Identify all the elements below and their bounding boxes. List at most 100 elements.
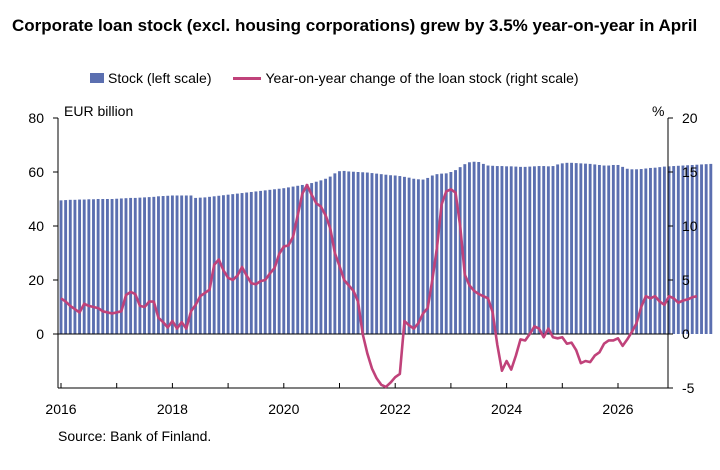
stock-bar — [166, 195, 170, 334]
stock-bar — [370, 173, 374, 334]
stock-bar — [175, 195, 179, 334]
stock-bar — [110, 199, 114, 334]
stock-bar — [245, 192, 249, 334]
x-tick-label: 2024 — [491, 401, 522, 417]
stock-bar — [556, 164, 560, 334]
stock-bar — [662, 166, 666, 334]
stock-bar — [444, 173, 448, 334]
stock-bar — [440, 173, 444, 334]
stock-bar — [602, 165, 606, 334]
stock-bar — [621, 166, 625, 334]
stock-bar — [217, 195, 221, 334]
stock-bar — [231, 194, 235, 334]
stock-bar — [551, 166, 555, 334]
stock-bar — [170, 195, 174, 334]
stock-bar — [87, 199, 91, 334]
legend-swatch-change — [233, 76, 262, 80]
stock-bar — [78, 199, 82, 334]
stock-bar — [546, 166, 550, 334]
stock-bar — [59, 200, 63, 334]
stock-bar — [147, 197, 151, 334]
stock-bar — [468, 162, 471, 334]
stock-bar — [704, 164, 708, 334]
stock-bar — [68, 199, 72, 334]
stock-bar — [426, 177, 430, 334]
stock-bar — [347, 171, 351, 334]
right-tick-label: 20 — [682, 110, 698, 126]
legend-label-stock: Stock (left scale) — [108, 70, 212, 86]
legend-label-change: Year-on-year change of the loan stock (r… — [265, 70, 579, 86]
stock-bar — [361, 172, 365, 334]
stock-bar — [709, 163, 713, 334]
stock-bar — [194, 197, 198, 334]
stock-bar — [658, 167, 662, 334]
right-tick-label: 15 — [682, 164, 698, 180]
chart-source: Source: Bank of Finland. — [58, 428, 212, 444]
stock-bar — [296, 185, 300, 334]
stock-bar — [286, 187, 290, 334]
right-tick-label: -5 — [682, 380, 695, 396]
stock-bar — [681, 165, 685, 334]
stock-bar — [560, 163, 564, 334]
stock-bar — [500, 166, 504, 334]
stock-bar — [319, 180, 323, 334]
x-tick-label: 2016 — [45, 401, 76, 417]
stock-bar — [430, 175, 434, 334]
legend-swatch-stock — [90, 73, 104, 83]
stock-bar — [491, 165, 495, 334]
stock-bar — [119, 198, 123, 334]
stock-bar — [398, 176, 402, 334]
stock-bar — [133, 197, 137, 334]
stock-bar — [82, 199, 86, 334]
stock-bar — [593, 164, 597, 334]
stock-bar — [115, 198, 119, 334]
stock-bar — [635, 169, 638, 334]
stock-bar — [198, 197, 202, 334]
stock-bar — [235, 193, 239, 334]
stock-bar — [124, 198, 128, 334]
stock-bar — [314, 181, 318, 334]
stock-bar — [324, 178, 328, 334]
stock-bar — [690, 164, 694, 334]
stock-bar — [421, 179, 425, 334]
stock-bar — [184, 195, 188, 334]
stock-bar — [449, 172, 453, 334]
stock-bar — [305, 184, 309, 334]
stock-bar — [254, 191, 258, 334]
stock-bar — [222, 195, 225, 334]
stock-bar — [273, 189, 276, 334]
stock-bar — [458, 167, 462, 334]
stock-bar — [389, 175, 392, 334]
yoy-change-line — [60, 183, 698, 389]
stock-bar — [384, 174, 388, 334]
stock-bar — [338, 171, 341, 334]
right-tick-label: 0 — [682, 326, 690, 342]
x-tick-label: 2026 — [602, 401, 633, 417]
stock-bar — [249, 191, 253, 334]
stock-bar — [263, 190, 267, 334]
stock-bar — [700, 164, 703, 334]
stock-bar — [532, 166, 536, 334]
stock-bar — [505, 166, 509, 334]
chart-title: Corporate loan stock (excl. housing corp… — [12, 16, 698, 35]
stock-bar — [268, 189, 272, 334]
stock-bar — [96, 199, 100, 334]
stock-bar — [412, 178, 416, 334]
stock-bar — [519, 166, 522, 334]
stock-bar — [73, 199, 77, 334]
stock-bar — [616, 164, 620, 334]
stock-bar — [625, 168, 629, 334]
stock-bar — [143, 197, 146, 334]
stock-bar — [416, 179, 420, 334]
stock-bar — [259, 190, 263, 334]
stock-bar — [528, 166, 532, 334]
stock-bar — [630, 169, 634, 334]
stock-bar — [486, 165, 490, 334]
left-tick-label: 20 — [28, 272, 44, 288]
stock-bar — [667, 166, 671, 334]
right-axis-unit: % — [652, 103, 665, 119]
stock-bar — [161, 196, 165, 334]
stock-bar — [356, 172, 360, 334]
stock-bar — [686, 165, 690, 334]
